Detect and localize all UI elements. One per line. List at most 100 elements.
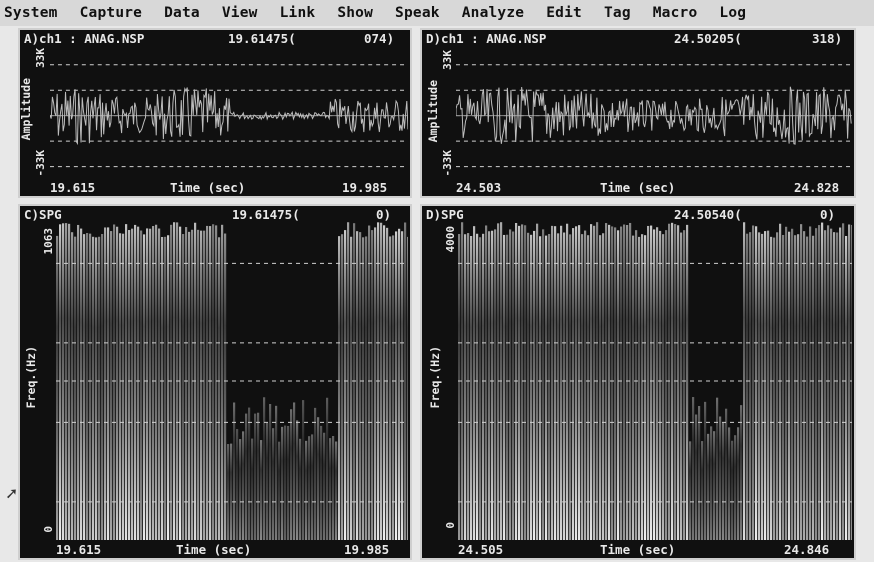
spectrogram-column — [782, 234, 785, 540]
spectrogram-column — [734, 435, 737, 540]
spectrogram-column — [818, 225, 821, 540]
spectrogram-column — [740, 405, 743, 540]
spectrogram-column — [149, 228, 152, 540]
spectrogram-column — [629, 222, 632, 540]
spectrogram-column — [611, 226, 614, 540]
panel-d-spectrogram-plot[interactable] — [458, 222, 852, 540]
panel-a-header: A)ch1 : ANAG.NSP 19.61475( 074) — [20, 30, 410, 46]
panel-b-title: D)ch1 : ANAG.NSP — [426, 31, 547, 46]
spectrogram-panel-d[interactable]: D)SPG 24.50540( 0) 4000 Freq.(Hz) 0 24.5… — [420, 204, 856, 560]
menu-data[interactable]: Data — [164, 5, 200, 21]
spectrogram-column — [284, 425, 287, 540]
spectrogram-column — [770, 236, 773, 540]
spectrogram-column — [593, 225, 596, 540]
spectrogram-column — [614, 227, 617, 540]
waveform-panel-a[interactable]: A)ch1 : ANAG.NSP 19.61475( 074) 33K Ampl… — [18, 28, 412, 198]
spectrogram-column — [656, 227, 659, 540]
spectrogram-column — [242, 431, 245, 540]
spectrogram-column — [527, 232, 530, 540]
panel-d-xaxis: 24.505 Time (sec) 24.846 — [422, 542, 854, 558]
spectrogram-column — [266, 422, 269, 540]
spectrogram-column — [113, 224, 116, 540]
panel-b-waveform-plot[interactable] — [456, 46, 852, 180]
menu-speak[interactable]: Speak — [395, 5, 440, 21]
spectrogram-column — [350, 236, 353, 540]
spectrogram-column — [161, 236, 164, 540]
spectrogram-column — [581, 234, 584, 540]
panel-d-ymin: 0 — [444, 522, 457, 529]
spectrogram-column — [566, 223, 569, 540]
panel-c-ymin: 0 — [42, 526, 55, 533]
panel-c-cursor-time: 19.61475( — [232, 207, 300, 222]
panel-c-ymax: 1063 — [42, 228, 55, 255]
spectrogram-column — [200, 230, 203, 540]
spectrogram-column — [608, 224, 611, 540]
spectrogram-column — [707, 433, 710, 540]
spectrogram-column — [605, 223, 608, 540]
panel-b-cursor-time: 24.50205( — [674, 31, 742, 46]
panel-a-waveform-plot[interactable] — [50, 46, 408, 180]
menu-view[interactable]: View — [221, 5, 258, 21]
spectrogram-column — [653, 229, 656, 540]
spectrogram-column — [647, 225, 650, 540]
spectrogram-column — [767, 230, 770, 540]
spectrogram-column — [227, 444, 230, 540]
spectrogram-column — [269, 403, 272, 540]
spectrogram-column — [551, 225, 554, 540]
spectrogram-column — [68, 223, 71, 540]
panel-b-xend: 24.828 — [794, 180, 840, 195]
spectrogram-column — [485, 225, 488, 540]
spectrogram-column — [518, 225, 521, 540]
spectrogram-column — [458, 233, 461, 540]
panel-a-xlabel: Time (sec) — [170, 180, 246, 195]
spectrogram-column — [575, 226, 578, 540]
spectrogram-column — [752, 225, 755, 540]
menu-show[interactable]: Show — [337, 5, 374, 21]
menu-log[interactable]: Log — [719, 5, 747, 21]
spectrogram-column — [167, 235, 170, 540]
pointer-cursor-icon: ➚ — [6, 484, 17, 505]
panel-a-cursor-time: 19.61475( — [228, 31, 296, 46]
spectrogram-column — [488, 231, 491, 540]
menu-link[interactable]: Link — [279, 5, 316, 21]
panel-b-xstart: 24.503 — [456, 180, 502, 195]
spectrogram-column — [650, 225, 653, 540]
menu-capture[interactable]: Capture — [79, 5, 143, 21]
spectrogram-column — [59, 224, 62, 540]
menu-tag[interactable]: Tag — [603, 5, 631, 21]
spectrogram-column — [107, 227, 110, 540]
waveform-panel-b[interactable]: D)ch1 : ANAG.NSP 24.50205( 318) 33K Ampl… — [420, 28, 856, 198]
spectrogram-column — [395, 231, 398, 540]
spectrogram-column — [764, 231, 767, 540]
panel-a-xaxis: 19.615 Time (sec) 19.985 — [20, 180, 410, 196]
spectrogram-column — [371, 230, 374, 540]
spectrogram-column — [71, 232, 74, 540]
spectrogram-column — [293, 402, 296, 540]
menu-system[interactable]: System — [4, 5, 58, 21]
menu-edit[interactable]: Edit — [546, 5, 582, 21]
spectrogram-column — [383, 225, 386, 540]
spectrogram-column — [179, 226, 182, 540]
spectrogram-panel-c[interactable]: C)SPG 19.61475( 0) 1063 Freq.(Hz) 0 19.6… — [18, 204, 412, 560]
spectrogram-column — [491, 230, 494, 540]
spectrogram-column — [710, 426, 713, 540]
spectrogram-column — [548, 233, 551, 540]
menu-macro[interactable]: Macro — [652, 5, 698, 21]
spectrogram-column — [278, 441, 281, 540]
panel-b-ymax: 33K — [441, 50, 454, 70]
panel-c-spectrogram-plot[interactable] — [56, 222, 408, 540]
spectrogram-column — [101, 233, 104, 540]
spectrogram-column — [206, 225, 209, 540]
menu-analyze[interactable]: Analyze — [461, 5, 525, 21]
spectrogram-column — [380, 222, 383, 540]
spectrogram-column — [812, 235, 815, 540]
spectrogram-column — [188, 231, 191, 540]
spectrogram-column — [461, 222, 464, 540]
spectrogram-column — [626, 225, 629, 540]
spectrogram-column — [806, 236, 809, 540]
spectrogram-column — [236, 429, 239, 540]
spectrogram-column — [272, 428, 275, 540]
spectrogram-column — [110, 231, 113, 540]
spectrogram-column — [476, 233, 479, 540]
spectrogram-column — [326, 397, 329, 540]
